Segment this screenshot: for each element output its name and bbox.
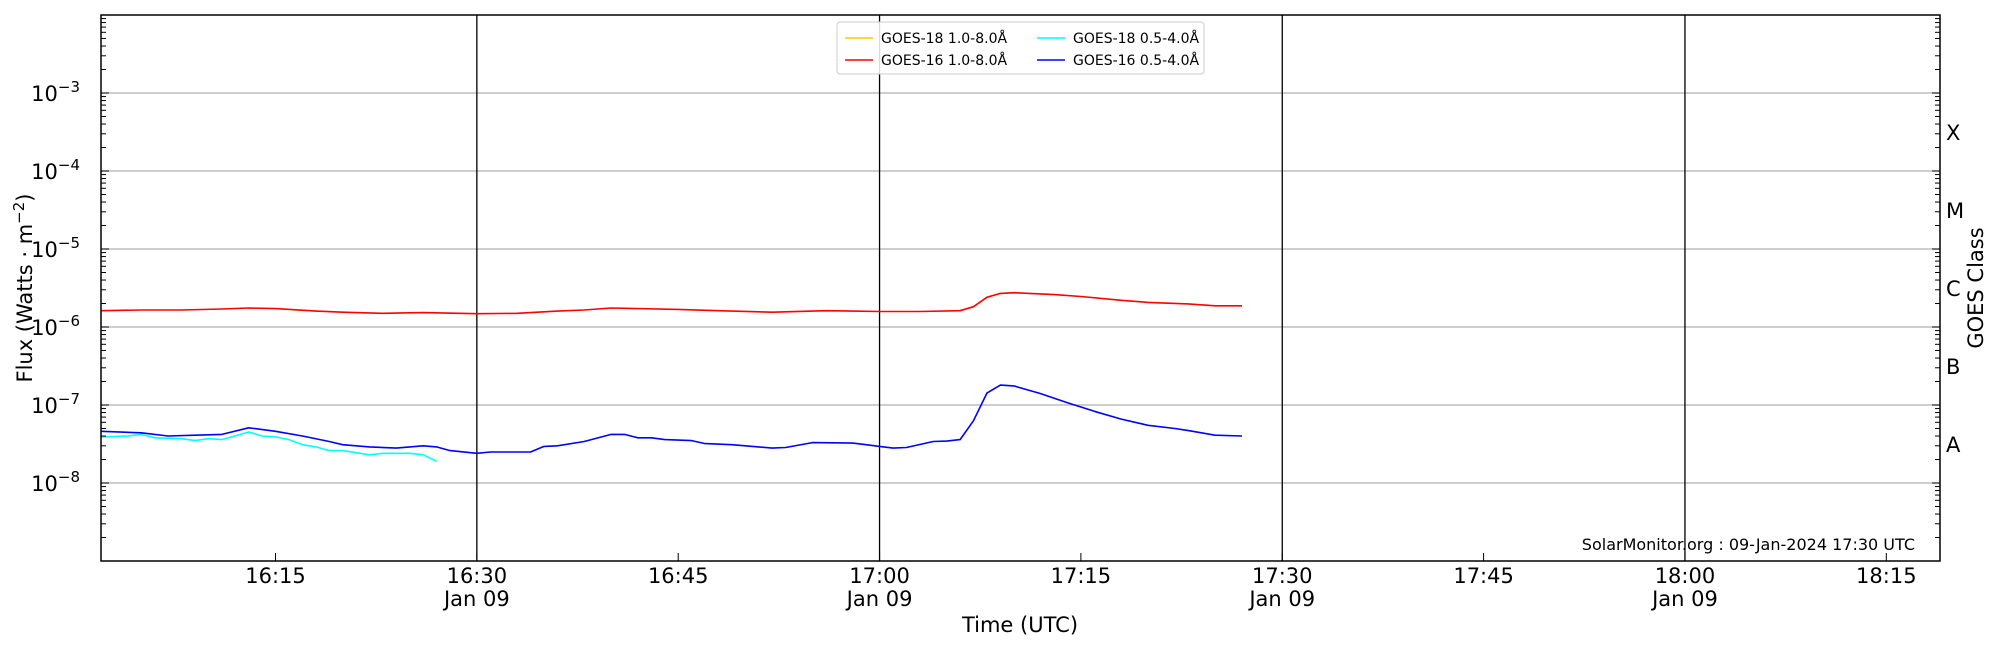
y-tick-label: 10−5 — [31, 234, 80, 262]
goes-class-labels: X M C B A — [1946, 121, 1964, 457]
goes-class-M: M — [1946, 199, 1964, 223]
series-line-2 — [100, 291, 1242, 315]
x-tick-label: 16:15 — [245, 564, 306, 588]
x-tick-label: 17:00 — [849, 564, 910, 588]
x-tick-date-label: Jan 09 — [442, 587, 510, 611]
legend-box — [836, 21, 1205, 75]
axis-ticks — [101, 18, 1940, 562]
y-tick-labels: 10−3 10−4 10−5 10−6 10−7 10−8 — [31, 78, 80, 496]
x-tick-label: 17:45 — [1453, 564, 1514, 588]
gridlines — [101, 92, 1940, 484]
y-tick-label: 10−8 — [31, 468, 80, 496]
y-axis-label: Flux (Watts · m−2) — [10, 193, 37, 382]
x-tick-label: 18:15 — [1856, 564, 1917, 588]
x-tick-date-label: Jan 09 — [845, 587, 913, 611]
source-annotation: SolarMonitor.org : 09-Jan-2024 17:30 UTC — [1582, 535, 1915, 554]
legend-entry: GOES-16 1.0-8.0Å — [881, 52, 1007, 69]
y-tick-label: 10−3 — [31, 78, 80, 106]
y-tick-label: 10−7 — [31, 390, 80, 418]
y-tick-label: 10−4 — [31, 156, 80, 184]
plot-frame — [100, 14, 1941, 562]
goes-class-A: A — [1946, 433, 1961, 457]
day-vertical-lines — [476, 15, 1686, 561]
x-tick-date-label: Jan 09 — [1650, 587, 1718, 611]
x-tick-label: 18:00 — [1655, 564, 1716, 588]
x-tick-label: 16:45 — [648, 564, 709, 588]
x-tick-label: 16:30 — [447, 564, 508, 588]
series-line-1 — [100, 431, 437, 463]
x-tick-label: 17:15 — [1051, 564, 1112, 588]
goes-class-B: B — [1946, 355, 1960, 379]
legend-entry: GOES-18 0.5-4.0Å — [1073, 30, 1199, 47]
x-tick-label: 17:30 — [1252, 564, 1313, 588]
legend-entry: GOES-18 1.0-8.0Å — [881, 30, 1007, 47]
goes-class-C: C — [1946, 277, 1961, 301]
x-tick-date-label: Jan 09 — [1247, 587, 1315, 611]
right-y-axis-label: GOES Class — [1964, 227, 1988, 348]
series-lines — [100, 291, 1243, 463]
series-line-3 — [100, 384, 1243, 455]
legend: GOES-18 1.0-8.0Å GOES-18 0.5-4.0Å GOES-16 … — [836, 21, 1205, 75]
goes-class-X: X — [1946, 121, 1960, 145]
y-tick-label: 10−6 — [31, 312, 80, 340]
legend-entry: GOES-16 0.5-4.0Å — [1073, 52, 1199, 69]
x-axis-label: Time (UTC) — [961, 613, 1078, 637]
